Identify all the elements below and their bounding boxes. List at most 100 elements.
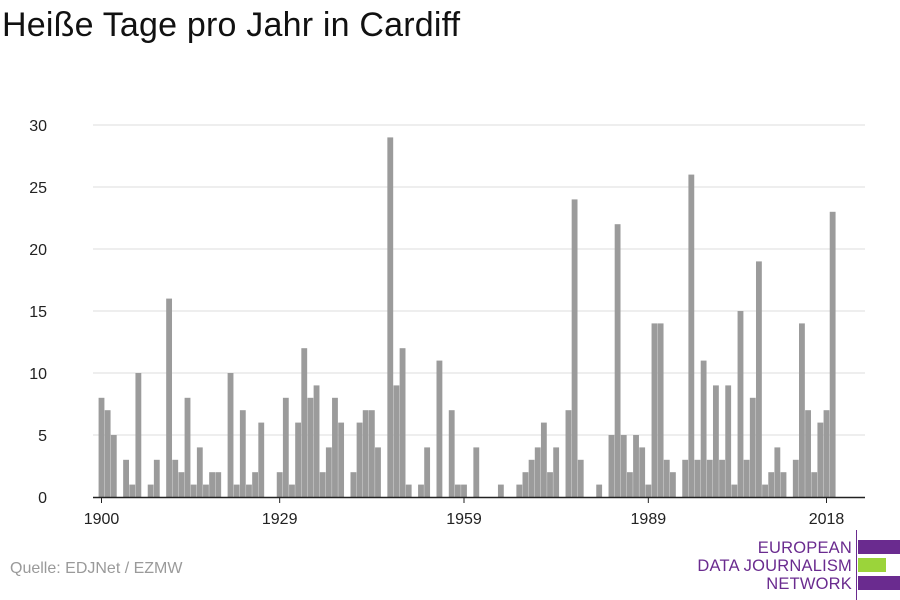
bar-1968 xyxy=(516,484,523,497)
logo-bar-green xyxy=(858,558,886,572)
bar-1901 xyxy=(104,410,111,497)
bar-1972 xyxy=(540,422,547,497)
bar-2004 xyxy=(737,311,744,497)
bar-1952 xyxy=(418,484,424,497)
bar-1915 xyxy=(190,484,197,497)
bar-1949 xyxy=(399,348,406,497)
bar-1922 xyxy=(233,484,240,497)
bar-2013 xyxy=(792,459,799,497)
bar-1941 xyxy=(350,472,357,497)
bar-2003 xyxy=(731,484,738,497)
bar-1934 xyxy=(307,397,314,497)
bar-1961 xyxy=(473,447,480,497)
bar-1957 xyxy=(448,410,455,497)
bar-2006 xyxy=(749,397,756,497)
bar-1998 xyxy=(700,360,707,497)
bar-2007 xyxy=(755,261,762,497)
bar-1942 xyxy=(356,422,363,497)
x-tick-label: 1989 xyxy=(631,511,667,528)
bar-1912 xyxy=(172,459,179,497)
bar-1950 xyxy=(405,484,412,497)
bar-1989 xyxy=(645,484,652,497)
bar-1930 xyxy=(282,397,289,497)
x-tick-label: 1959 xyxy=(446,511,482,528)
x-axis-ticks: 1900 1929 1959 1989 2018 xyxy=(84,497,845,528)
bar-1973 xyxy=(547,472,553,497)
chart-title: Heiße Tage pro Jahr in Cardiff xyxy=(2,6,461,44)
y-tick-label: 30 xyxy=(29,118,47,135)
bar-2005 xyxy=(743,459,750,497)
bar-1900 xyxy=(98,397,105,497)
edjnet-logo: EUROPEAN DATA JOURNALISM NETWORK xyxy=(697,530,900,600)
x-tick-label: 1929 xyxy=(262,511,298,528)
bar-1997 xyxy=(694,459,701,497)
bar-1914 xyxy=(184,397,191,497)
logo-bar-purple-top xyxy=(858,540,900,554)
bar-2018 xyxy=(823,410,830,497)
bar-1988 xyxy=(639,447,646,497)
bar-1902 xyxy=(110,435,117,497)
bar-1965 xyxy=(497,484,504,497)
bar-2002 xyxy=(725,385,732,497)
bar-1931 xyxy=(289,484,295,497)
bar-1986 xyxy=(626,472,633,497)
bar-1976 xyxy=(565,410,572,497)
y-tick-label: 20 xyxy=(29,242,47,259)
bar-1995 xyxy=(682,459,689,497)
x-tick-label: 2018 xyxy=(809,511,845,528)
bar-1906 xyxy=(135,373,142,497)
bar-1991 xyxy=(657,323,664,497)
y-tick-label: 5 xyxy=(38,428,47,445)
bar-1936 xyxy=(319,472,326,497)
source-note: Quelle: EDJNet / EZMW xyxy=(10,560,183,577)
logo-text-line-3: NETWORK xyxy=(766,575,852,593)
bar-1987 xyxy=(633,435,639,497)
bar-2008 xyxy=(762,484,768,497)
bar-1990 xyxy=(651,323,658,497)
logo-text-line-2: DATA JOURNALISM xyxy=(697,557,852,575)
bar-1948 xyxy=(393,385,400,497)
bar-1947 xyxy=(387,137,394,497)
bar-2000 xyxy=(712,385,719,497)
y-tick-label: 0 xyxy=(38,490,47,507)
bar-1923 xyxy=(239,410,246,497)
bar-2010 xyxy=(774,447,781,497)
bar-1904 xyxy=(123,459,129,497)
y-tick-label: 25 xyxy=(29,180,47,197)
bar-1955 xyxy=(436,360,443,497)
bar-1999 xyxy=(706,459,713,497)
bar-1924 xyxy=(246,484,252,497)
gridlines xyxy=(93,124,865,436)
bar-1909 xyxy=(153,459,160,497)
y-tick-label: 10 xyxy=(29,366,47,383)
bar-1985 xyxy=(620,435,627,497)
bar-1908 xyxy=(147,484,154,497)
x-tick-label: 1900 xyxy=(84,511,120,528)
bar-2016 xyxy=(811,472,818,497)
bar-1970 xyxy=(528,459,535,497)
bar-1933 xyxy=(301,348,308,497)
bars xyxy=(98,137,836,498)
bar-2011 xyxy=(780,472,787,497)
bar-1969 xyxy=(522,472,529,497)
bar-1911 xyxy=(166,298,173,497)
bar-1981 xyxy=(596,484,603,497)
bar-1938 xyxy=(332,397,338,497)
bar-1977 xyxy=(571,199,578,497)
bar-2014 xyxy=(799,323,805,497)
bar-2015 xyxy=(805,410,811,497)
bar-1918 xyxy=(209,472,216,497)
bar-1943 xyxy=(362,410,369,497)
bar-1971 xyxy=(534,447,541,497)
bar-1925 xyxy=(252,472,259,497)
bar-1932 xyxy=(295,422,302,497)
bar-1917 xyxy=(203,484,209,497)
bar-1939 xyxy=(338,422,345,497)
logo-divider xyxy=(856,530,857,600)
bar-1944 xyxy=(368,410,375,497)
bar-1919 xyxy=(215,472,222,497)
logo-bar-purple-bottom xyxy=(858,576,900,590)
bar-1953 xyxy=(424,447,431,497)
bar-1978 xyxy=(577,459,584,497)
